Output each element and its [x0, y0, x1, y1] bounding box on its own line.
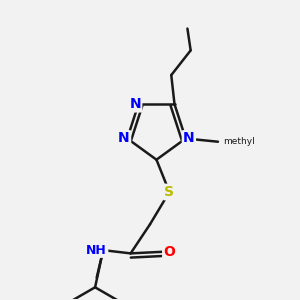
Text: NH: NH — [86, 244, 107, 257]
Text: O: O — [164, 245, 175, 259]
Text: N: N — [183, 131, 195, 146]
Text: S: S — [164, 185, 174, 199]
Text: N: N — [118, 131, 130, 146]
Text: N: N — [129, 97, 141, 111]
Text: methyl: methyl — [223, 137, 255, 146]
